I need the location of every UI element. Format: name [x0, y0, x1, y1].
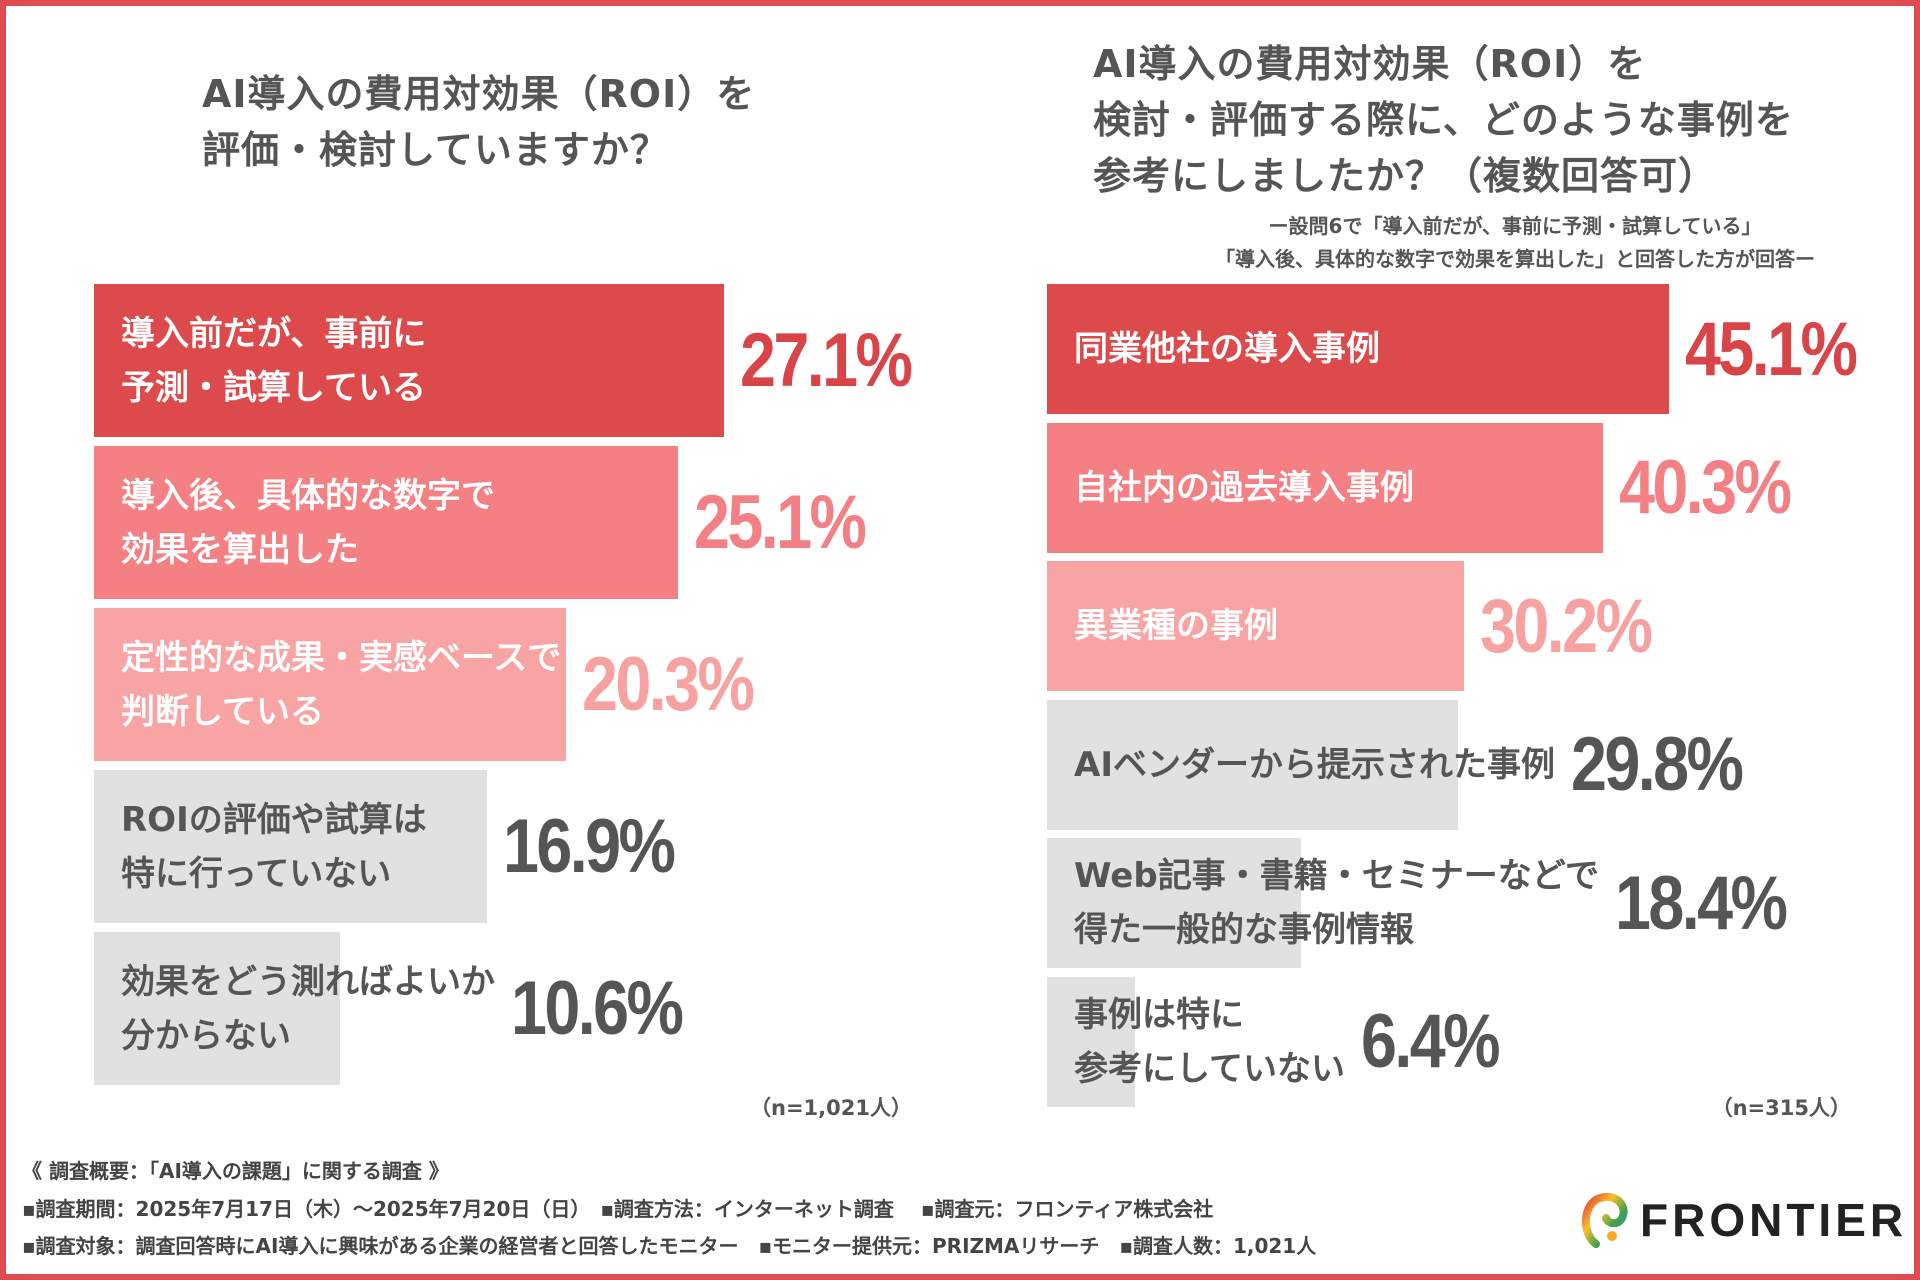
- bar-row: 定性的な成果・実感ベースで 判断している 20.3%: [94, 608, 782, 761]
- bar-label: 同業他社の導入事例: [1047, 322, 1669, 376]
- bar-label: Web記事・書籍・セミナーなどで 得た一般的な事例情報: [1074, 856, 1600, 950]
- bar: [94, 446, 678, 599]
- bar-row: 異業種の事例 30.2%: [1047, 561, 1680, 691]
- bar: [1047, 561, 1464, 691]
- bar-value-label: 20.3%: [581, 642, 755, 727]
- bar-value-label: 18.4%: [1615, 860, 1788, 946]
- bar: [1047, 422, 1604, 553]
- bar-value-label: 30.2%: [1479, 583, 1653, 669]
- footer-survey-title: 《 調査概要：「AI導入の課題」に関する調査 》: [22, 1159, 449, 1183]
- bar-label: 異業種の事例: [1047, 599, 1464, 653]
- bar-label: 導入前だが、事前に 予測・試算している: [94, 307, 724, 415]
- bar-label: AIベンダーから提示された事例: [1074, 744, 1555, 785]
- bar-row: 同業他社の導入事例 45.1%: [1047, 284, 1886, 414]
- frontier-rainbow-logo-icon: [1581, 1192, 1628, 1248]
- bar-value-label: 40.3%: [1619, 445, 1792, 530]
- bar: [94, 608, 566, 761]
- bar-row: Web記事・書籍・セミナーなどで 得た一般的な事例情報 18.4%: [1047, 838, 1816, 968]
- bar-label: 効果をどう測ればよいか 分からない: [121, 961, 495, 1056]
- bar-label: 定性的な成果・実感ベースで 判断している: [94, 631, 566, 739]
- left-chart-title: AI導入の費用対効果（ROI）を 評価・検討していますか？: [202, 72, 756, 172]
- bar: [1047, 976, 1136, 1107]
- bar: [94, 284, 725, 437]
- footer-survey-period: ▪調査期間：2025年7月17日（木）～2025年7月20日（日） ▪調査方法：…: [22, 1197, 1214, 1221]
- left-sample-size: （n=1,021人）: [750, 1096, 912, 1120]
- bar-value-label: 10.6%: [511, 966, 684, 1051]
- bar-row: 自社内の過去導入事例 40.3%: [1047, 422, 1820, 553]
- bar: [1047, 838, 1301, 968]
- bar: [94, 932, 341, 1085]
- bar-value-label: 29.8%: [1570, 722, 1744, 807]
- right-chart-subtitle: ー設問6で「導入前だが、事前に予測・試算している」 「導入後、具体的な数字で効果…: [1215, 214, 1815, 271]
- bar-row: 導入後、具体的な数字で 効果を算出した 25.1%: [94, 446, 894, 599]
- bar: [1047, 284, 1670, 414]
- right-sample-size: （n=315人）: [1711, 1096, 1851, 1120]
- footer-survey-target: ▪調査対象：調査回答時にAI導入に興味がある企業の経営者と回答したモニター ▪モ…: [22, 1234, 1317, 1258]
- bar: [1047, 699, 1459, 830]
- bar-value-label: 45.1%: [1685, 306, 1858, 392]
- bar-row: 効果をどう測ればよいか 分からない 10.6%: [94, 932, 712, 1085]
- bar-label: 自社内の過去導入事例: [1047, 461, 1603, 515]
- bar-row: 事例は特に 参考にしていない 6.4%: [1047, 976, 1522, 1107]
- bar-value-label: 6.4%: [1360, 999, 1501, 1084]
- bar-label: ROIの評価や試算は 特に行っていない: [121, 799, 427, 894]
- bar-row: 導入前だが、事前に 予測・試算している 27.1%: [94, 284, 941, 437]
- bar-value-label: 27.1%: [740, 318, 913, 403]
- frontier-logo: FRONTIER: [1576, 1190, 1907, 1250]
- bar-value-label: 16.9%: [502, 804, 676, 889]
- logo-text: FRONTIER: [1640, 1194, 1908, 1246]
- bar: [94, 770, 487, 923]
- bar-value-label: 25.1%: [693, 480, 867, 565]
- bar-label: 導入後、具体的な数字で 効果を算出した: [94, 469, 678, 577]
- bar-row: AIベンダーから提示された事例 29.8%: [1047, 699, 1771, 830]
- right-chart-title: AI導入の費用対効果（ROI）を 検討・評価する際に、どのような事例を 参考にし…: [1093, 42, 1794, 198]
- bar-row: ROIの評価や試算は 特に行っていない 16.9%: [94, 770, 703, 923]
- bar-label: 事例は特に 参考にしていない: [1074, 994, 1345, 1089]
